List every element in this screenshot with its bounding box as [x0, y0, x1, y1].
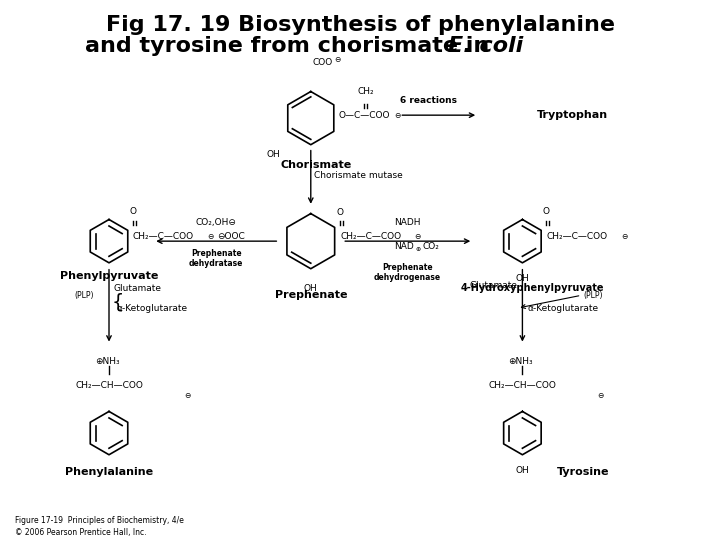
- Text: ⊕NH₃: ⊕NH₃: [508, 357, 533, 366]
- Text: OH: OH: [266, 150, 280, 159]
- Text: CH₂—C—COO: CH₂—C—COO: [341, 232, 402, 241]
- Text: 6 reactions: 6 reactions: [400, 96, 457, 105]
- Text: CH₂—CH—COO: CH₂—CH—COO: [75, 381, 143, 390]
- Text: ⊖: ⊖: [395, 111, 401, 120]
- Text: CH₂: CH₂: [358, 87, 374, 97]
- Text: (PLP): (PLP): [583, 291, 603, 300]
- Text: O: O: [337, 207, 344, 217]
- Text: COO: COO: [312, 58, 333, 67]
- Text: O: O: [543, 207, 549, 215]
- Text: Phenylpyruvate: Phenylpyruvate: [60, 271, 158, 281]
- Text: ⊖: ⊖: [334, 55, 341, 64]
- Text: Glutamate: Glutamate: [114, 284, 162, 293]
- Text: CH₂—C—COO: CH₂—C—COO: [132, 232, 194, 241]
- Text: CH₂—CH—COO: CH₂—CH—COO: [488, 381, 557, 390]
- Text: α‐Ketoglutarate: α‐Ketoglutarate: [117, 303, 188, 313]
- Text: ⊖OOC: ⊖OOC: [217, 232, 245, 241]
- Text: NAD: NAD: [395, 241, 414, 251]
- Text: ⊕: ⊕: [415, 247, 420, 252]
- Text: Glutamate: Glutamate: [469, 281, 518, 290]
- Text: Phenylalanine: Phenylalanine: [65, 468, 153, 477]
- Text: NADH: NADH: [394, 218, 420, 227]
- Text: OH: OH: [304, 285, 318, 293]
- Text: Prephenate: Prephenate: [274, 291, 347, 300]
- Text: α‐Ketoglutarate: α‐Ketoglutarate: [527, 303, 598, 313]
- Text: dehydratase: dehydratase: [189, 259, 243, 268]
- Text: OH: OH: [516, 465, 529, 475]
- Text: Prephenate: Prephenate: [382, 263, 433, 272]
- Text: Tryptophan: Tryptophan: [537, 110, 608, 120]
- Text: Figure 17-19  Principles of Biochemistry, 4/e
© 2006 Pearson Prentice Hall, Inc.: Figure 17-19 Principles of Biochemistry,…: [16, 516, 184, 537]
- Text: Fig 17. 19 Biosynthesis of phenylalanine: Fig 17. 19 Biosynthesis of phenylalanine: [106, 15, 614, 35]
- Text: Tyrosine: Tyrosine: [557, 468, 609, 477]
- Text: OH: OH: [516, 274, 529, 282]
- Text: E. coli: E. coli: [449, 36, 523, 56]
- Text: ⊖: ⊖: [621, 232, 627, 241]
- Text: ⊖: ⊖: [207, 232, 214, 241]
- Text: dehydrogenase: dehydrogenase: [374, 273, 441, 282]
- Text: Chorismate: Chorismate: [280, 160, 351, 170]
- Text: ⊖: ⊖: [597, 391, 603, 400]
- Text: ⊕NH₃: ⊕NH₃: [95, 357, 120, 366]
- Text: CO₂,OH⊖: CO₂,OH⊖: [196, 218, 237, 227]
- Text: O—C—COO: O—C—COO: [338, 111, 390, 120]
- Text: CO₂: CO₂: [423, 241, 440, 251]
- Text: (PLP): (PLP): [75, 291, 94, 300]
- Text: Prephenate: Prephenate: [191, 249, 242, 258]
- Text: Chorismate mutase: Chorismate mutase: [314, 171, 402, 180]
- Text: ⊖: ⊖: [414, 232, 420, 241]
- Text: O: O: [129, 207, 136, 215]
- Text: CH₂—C—COO: CH₂—C—COO: [546, 232, 607, 241]
- Text: and tyrosine from chorismate in: and tyrosine from chorismate in: [85, 36, 497, 56]
- Text: ⊖: ⊖: [184, 391, 190, 400]
- Text: 4-Hydroxyphenylpyruvate: 4-Hydroxyphenylpyruvate: [461, 284, 604, 293]
- Text: {: {: [112, 293, 125, 312]
